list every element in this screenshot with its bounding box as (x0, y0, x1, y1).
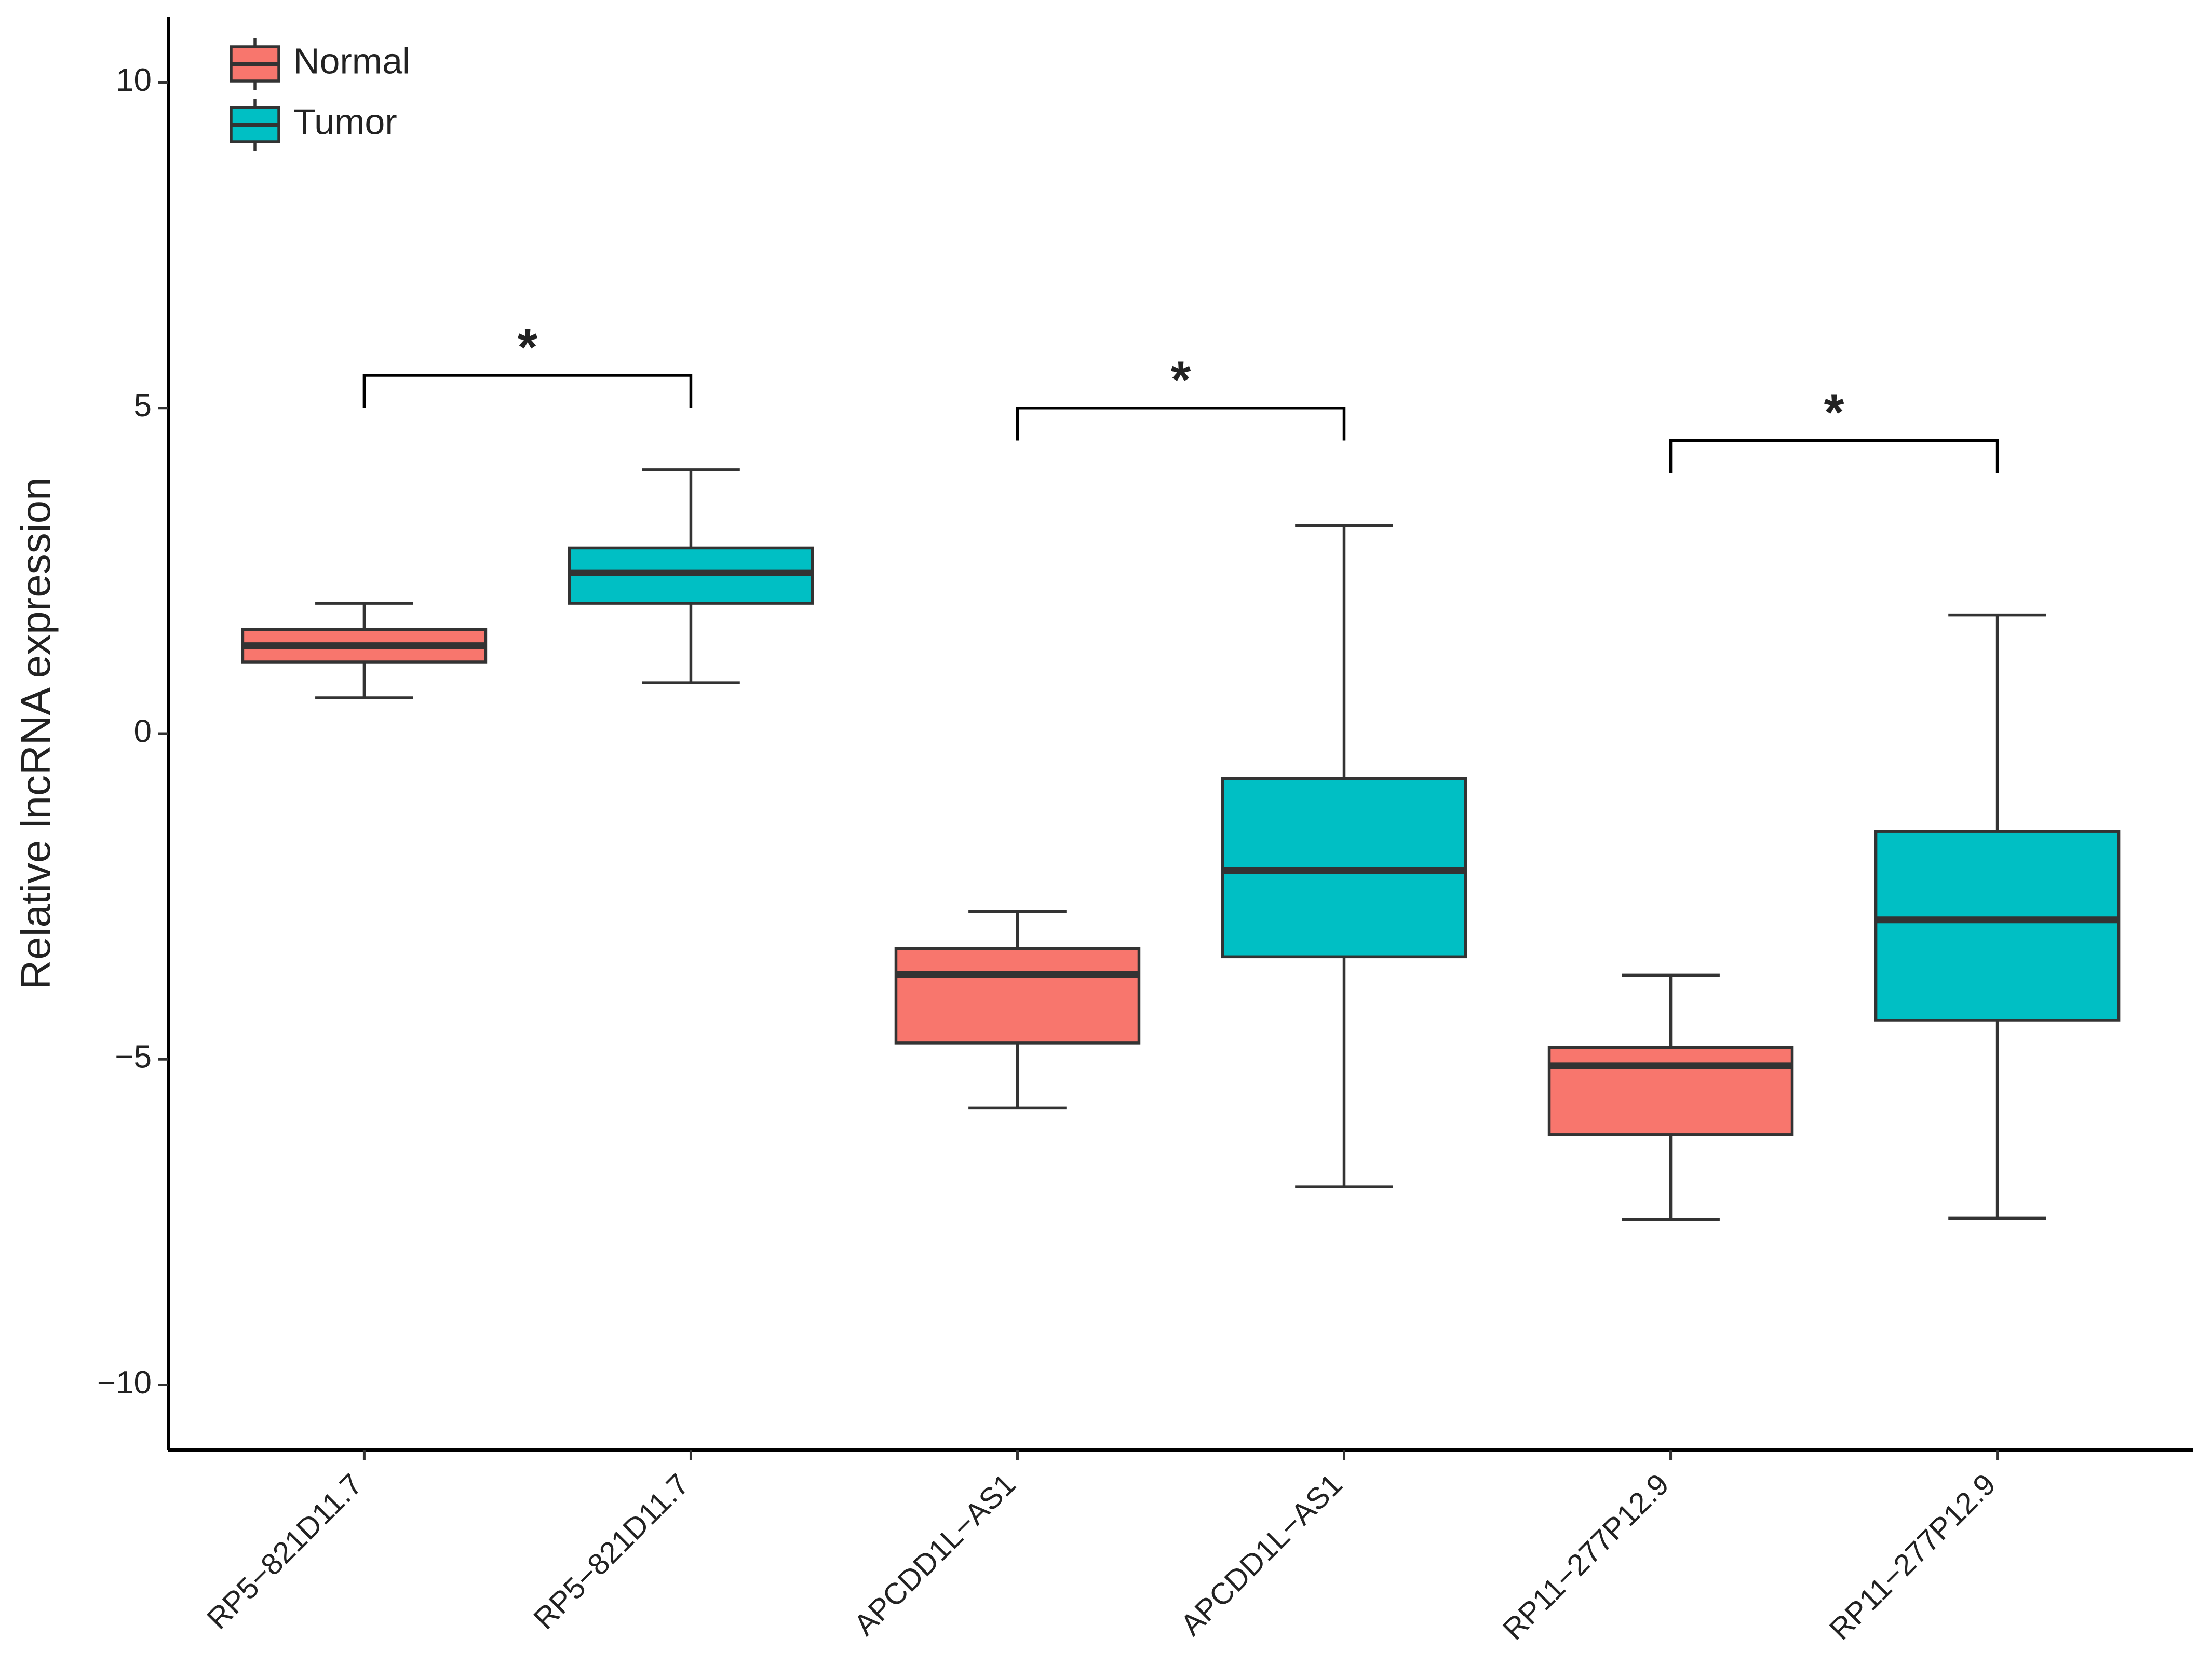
significance-bracket (1669, 439, 1999, 473)
significance-label: * (517, 318, 537, 376)
box (894, 947, 1141, 1045)
x-tick-label: RP5−821D11.7 (527, 1467, 696, 1636)
x-tick-label: APCDD1L−AS1 (847, 1467, 1022, 1642)
y-tick-label: 10 (116, 62, 152, 98)
x-tick-label: RP11−277P12.9 (1496, 1467, 1676, 1646)
y-tick-label: 5 (134, 388, 152, 424)
box (1874, 830, 2121, 1022)
x-tick-label: RP5−821D11.7 (200, 1467, 369, 1636)
significance-label: * (1824, 383, 1844, 441)
significance-label: * (1171, 351, 1191, 409)
legend-label: Tumor (293, 101, 397, 142)
significance-bracket (362, 374, 693, 408)
box (1547, 1046, 1794, 1136)
y-tick-label: −10 (97, 1365, 152, 1401)
x-tick-label: APCDD1L−AS1 (1174, 1467, 1349, 1642)
y-axis-title: Relative lncRNA expression (12, 477, 59, 990)
y-tick-label: 0 (134, 713, 152, 749)
x-tick-label: RP11−277P12.9 (1823, 1467, 2002, 1646)
y-tick-label: −5 (115, 1039, 152, 1075)
legend-label: Normal (293, 40, 411, 81)
significance-bracket (1016, 406, 1346, 441)
